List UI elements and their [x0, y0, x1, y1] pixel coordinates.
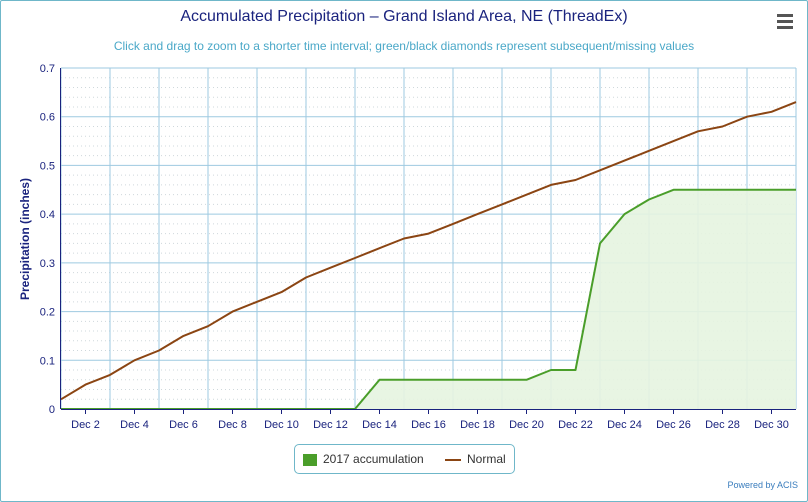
y-tick-label: 0.4	[40, 209, 55, 221]
credits-link[interactable]: Powered by ACIS	[727, 480, 798, 490]
x-tick-label: Dec 28	[705, 419, 740, 431]
x-tick-label: Dec 14	[362, 419, 397, 431]
legend-item-normal[interactable]: Normal	[445, 445, 506, 473]
y-tick-label: 0.3	[40, 258, 55, 270]
y-tick-label: 0.6	[40, 112, 55, 124]
y-tick-label: 0.2	[40, 307, 55, 319]
legend-label: Normal	[467, 452, 506, 466]
y-axis-label: Precipitation (inches)	[18, 178, 32, 300]
hamburger-menu-icon[interactable]	[775, 14, 795, 32]
chart-subtitle: Click and drag to zoom to a shorter time…	[113, 39, 695, 53]
x-tick-label: Dec 18	[460, 419, 495, 431]
menu-bar	[777, 20, 793, 23]
series-line-normal	[60, 101, 797, 401]
x-tick-label: Dec 22	[558, 419, 593, 431]
legend-item-2017-accumulation[interactable]: 2017 accumulation	[303, 445, 424, 473]
x-tick-label: Dec 24	[607, 419, 642, 431]
x-tick-label: Dec 16	[411, 419, 446, 431]
legend: 2017 accumulation Normal	[294, 444, 515, 474]
y-tick-label: 0.5	[40, 160, 55, 172]
y-tick-label: 0	[49, 404, 55, 416]
x-tick-label: Dec 30	[754, 419, 789, 431]
x-tick-label: Dec 2	[71, 419, 100, 431]
x-tick-label: Dec 6	[169, 419, 198, 431]
legend-swatch-line-icon	[445, 458, 461, 461]
chart-title: Accumulated Precipitation – Grand Island…	[180, 8, 628, 25]
series-area-2017-accumulation	[61, 189, 796, 409]
x-tick-label: Dec 4	[120, 419, 149, 431]
legend-label: 2017 accumulation	[323, 452, 424, 466]
x-tick-label: Dec 8	[218, 419, 247, 431]
x-tick-label: Dec 26	[656, 419, 691, 431]
y-tick-label: 0.7	[40, 63, 55, 75]
y-tick-label: 0.1	[40, 355, 55, 367]
x-tick-label: Dec 12	[313, 419, 348, 431]
x-tick-label: Dec 10	[264, 419, 299, 431]
legend-swatch-square-icon	[303, 453, 317, 466]
menu-bar	[777, 14, 793, 17]
menu-bar	[777, 26, 793, 29]
x-tick-label: Dec 20	[509, 419, 544, 431]
